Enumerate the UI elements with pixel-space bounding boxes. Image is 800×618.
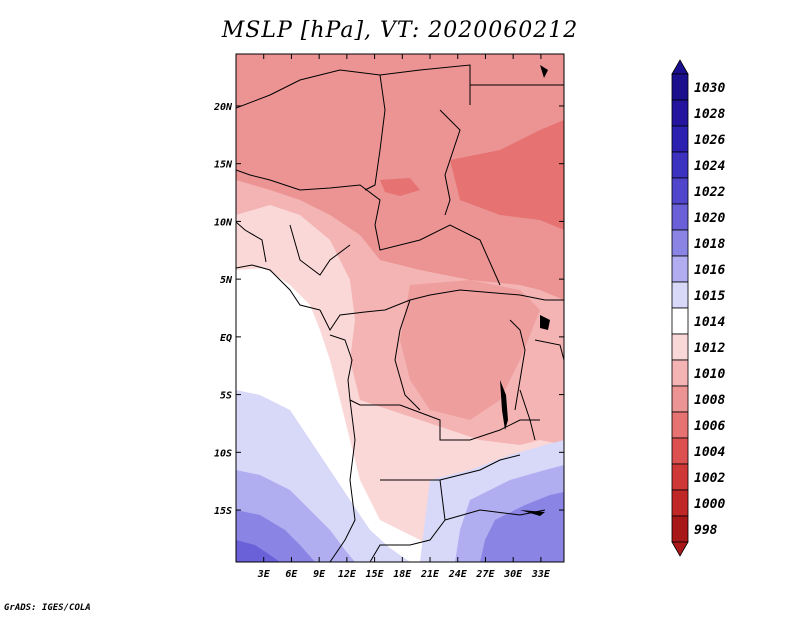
lat-tick-label: 5N: [220, 275, 233, 286]
lon-tick-label: 6E: [285, 569, 298, 580]
colorbar-label: 1024: [694, 159, 725, 174]
colorbar-swatch: [671, 229, 689, 257]
lon-tick-label: 21E: [420, 569, 440, 580]
lat-tick-label: 15S: [214, 506, 232, 517]
colorbar-swatch: [671, 255, 689, 283]
lon-tick-label: 30E: [503, 569, 523, 580]
colorbar-label: 1006: [694, 419, 725, 434]
colorbar-label: 1015: [694, 289, 725, 304]
lat-tick-label: EQ: [220, 333, 232, 344]
lat-tick-label: 10N: [214, 217, 233, 228]
lon-tick-label: 33E: [531, 569, 551, 580]
colorbar-label: 1022: [694, 185, 725, 200]
colorbar-swatch: [671, 463, 689, 491]
colorbar-swatch: [671, 125, 689, 153]
colorbar-swatch: [671, 515, 689, 543]
colorbar-label: 1010: [694, 367, 725, 382]
pressure-field: [236, 54, 564, 562]
field-1006: [450, 120, 564, 230]
field-1010-basin: [400, 280, 540, 420]
lakes: [500, 65, 550, 516]
colorbar-swatch: [671, 281, 689, 309]
colorbar-swatch: [671, 177, 689, 205]
lat-tick-label: 5S: [220, 391, 232, 402]
lat-tick-label: 15N: [214, 160, 233, 171]
colorbar-label: 1000: [694, 497, 725, 512]
colorbar: 1030 1028 1026 1024 1022 1020 1018 1016 1015 1014…: [671, 59, 725, 557]
colorbar-label: 1020: [694, 211, 725, 226]
colorbar-swatch: [671, 307, 689, 335]
lon-tick-label: 24E: [448, 569, 468, 580]
lat-tick-label: 20N: [213, 102, 233, 113]
map-frame: [235, 53, 565, 563]
colorbar-label: 1028: [694, 107, 725, 122]
colorbar-top-cap: [671, 59, 689, 75]
grads-credit: GrADS: IGES/COLA: [4, 603, 91, 613]
colorbar-label: 998: [694, 523, 718, 538]
field-1020: [236, 540, 280, 562]
colorbar-swatch: [671, 99, 689, 127]
borders: [236, 64, 564, 562]
colorbar-label: 1008: [694, 393, 725, 408]
colorbar-swatch: [671, 151, 689, 179]
colorbar-swatch: [671, 411, 689, 439]
colorbar-swatch: [671, 333, 689, 361]
field-1008: [236, 54, 564, 300]
colorbar-label: 1030: [694, 81, 725, 96]
lon-tick-label: 9E: [313, 569, 326, 580]
lon-tick-label: 12E: [338, 569, 357, 580]
lat-ticks: 20N 15N 10N 5N EQ 5S 10S 15S: [213, 102, 564, 517]
colorbar-swatch: [671, 385, 689, 413]
lon-tick-label: 3E: [257, 569, 271, 580]
lon-tick-label: 15E: [366, 569, 385, 580]
colorbar-label: 1012: [694, 341, 725, 356]
lon-ticks: 3E 6E 9E 12E 15E 18E 21E 24E 27E 30E 33E: [257, 54, 551, 580]
map-title: MSLP [hPa], VT: 2020060212: [221, 18, 579, 43]
field-1006-b: [380, 178, 420, 196]
colorbar-label: 1002: [694, 471, 725, 486]
colorbar-label: 1004: [694, 445, 725, 460]
colorbar-bottom-cap: [671, 541, 689, 557]
colorbar-swatch: [671, 437, 689, 465]
colorbar-label: 1014: [694, 315, 725, 330]
colorbar-swatch: [671, 359, 689, 387]
lon-tick-label: 27E: [475, 569, 495, 580]
colorbar-label: 1026: [694, 133, 725, 148]
colorbar-swatch: [671, 203, 689, 231]
field-1018-east: [480, 492, 564, 562]
colorbar-swatch: [671, 73, 689, 101]
colorbar-swatch: [671, 489, 689, 517]
colorbar-label: 1016: [694, 263, 725, 278]
lat-tick-label: 10S: [214, 448, 232, 459]
colorbar-label: 1018: [694, 237, 725, 252]
lon-tick-label: 18E: [393, 569, 412, 580]
